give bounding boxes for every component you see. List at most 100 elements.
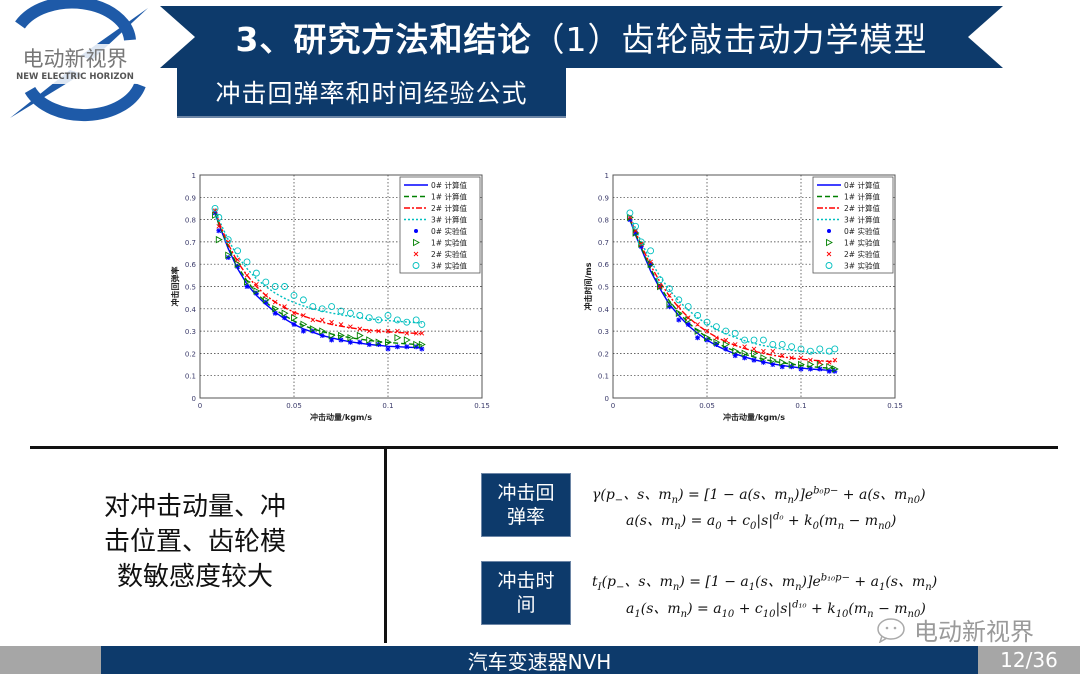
y-tick-label: 1 [605,172,609,180]
data-point [806,347,814,355]
data-point [797,345,805,353]
data-point [309,303,317,311]
x-tick-label: 0.15 [887,402,903,410]
data-point [741,349,749,358]
data-point [366,336,374,344]
data-point [788,360,796,369]
data-point [760,354,768,362]
data-point [769,341,777,348]
legend-entry: 1# 计算值 [844,192,880,202]
y-tick-label: 0.9 [598,194,609,202]
legend-entry: 2# 实验值 [431,249,467,259]
formula-time-2: a1(s、mn) = a10 + c10|s|d₁₀ + k10(mn − mn… [626,599,926,620]
data-point [703,318,711,326]
data-point [394,344,400,350]
vertical-divider [384,447,387,643]
chart-impact-time: 0 0.1 0.2 0.3 0.4 0.5 0.6 0.7 0.8 0.9 1 0 0.05 0.1 0.1… [583,172,903,422]
page-title: 3、研究方法和结论 （1）齿轮敲击动力学模型 [160,6,1003,68]
data-point [732,347,740,355]
x-tick-label: 0.15 [474,402,490,410]
formula-label-rebound: 冲击回 弹率 [481,473,571,537]
data-point [632,222,640,230]
title-light: （1）齿轮敲击动力学模型 [531,20,928,59]
data-point [356,312,364,319]
data-point [301,313,306,318]
data-point [751,357,757,363]
legend-entry: 1# 实验值 [431,238,467,248]
data-point [318,305,326,313]
data-point [215,213,223,221]
brand-logo: 电动新视界 NEW ELECTRIC HORIZON [0,0,150,122]
data-point [831,345,839,353]
data-point [759,336,767,344]
data-point [413,331,419,336]
y-tick-label: 0 [605,395,609,403]
data-point [751,349,758,358]
data-point [675,296,683,304]
y-axis-label: 冲击时间/ms [583,262,593,310]
legend-entry: 2# 实验值 [844,249,880,259]
y-tick-label: 0.5 [598,284,609,292]
conclusion-text: 对冲击动量、冲 击位置、齿轮模 数敏感度较大 [40,490,350,595]
data-point [244,273,250,278]
data-point [751,346,757,352]
y-tick-label: 0 [192,395,196,403]
data-point [281,309,289,318]
data-point [676,317,682,323]
data-point [357,326,363,332]
x-tick-label: 0.1 [795,402,806,410]
conclusion-line: 击位置、齿轮模 [103,527,286,557]
data-point [234,247,242,255]
data-point [798,360,805,369]
data-point [412,316,420,324]
data-point [779,353,785,358]
y-tick-label: 0.3 [185,328,196,336]
conclusion-line: 数敏感度较大 [116,562,273,592]
data-point [779,358,787,367]
data-point [225,239,231,245]
legend-entry: 3# 实验值 [431,261,467,271]
data-point [328,303,336,311]
legend-entry: 0# 实验值 [431,226,467,236]
data-point [741,336,749,344]
data-point [291,321,297,327]
data-point [300,320,308,329]
data-point [403,318,411,326]
data-point [769,356,777,364]
data-point [419,331,425,336]
data-point [338,322,344,327]
data-point [418,340,426,349]
data-point [831,365,839,373]
y-tick-label: 0.1 [598,373,609,381]
page-number: 12/36 [978,646,1080,674]
formula-rebound-1: γ(p−、s、mn) = [1 − a(s、mn)]eb₀p− + a(s、mn… [592,485,926,506]
data-point [328,331,336,340]
data-point [704,328,710,334]
x-axis-label: 冲击动量/kgm/s [310,412,372,422]
data-point [394,334,402,342]
y-tick-label: 0.5 [185,284,196,292]
data-point [216,228,222,234]
y-tick-label: 0.1 [185,373,196,381]
data-point [637,238,645,246]
y-tick-label: 1 [192,172,196,180]
data-point [337,307,345,315]
logo-cn: 电动新视界 [23,47,128,71]
data-point [675,309,683,318]
data-point [376,328,381,334]
data-point [346,309,354,317]
label-line: 弹率 [506,506,545,528]
data-point [742,344,747,350]
data-point [375,316,383,324]
data-point [262,296,270,304]
y-tick-label: 0.8 [598,217,609,225]
logo-arc-bottom-icon [24,82,146,122]
data-point [271,283,279,290]
data-point [365,314,373,322]
footer-separator [101,644,978,646]
data-point [225,251,233,260]
data-point [647,247,655,255]
data-point [638,241,644,247]
data-point [808,357,813,363]
legend-entry: 3# 实验值 [844,261,880,271]
